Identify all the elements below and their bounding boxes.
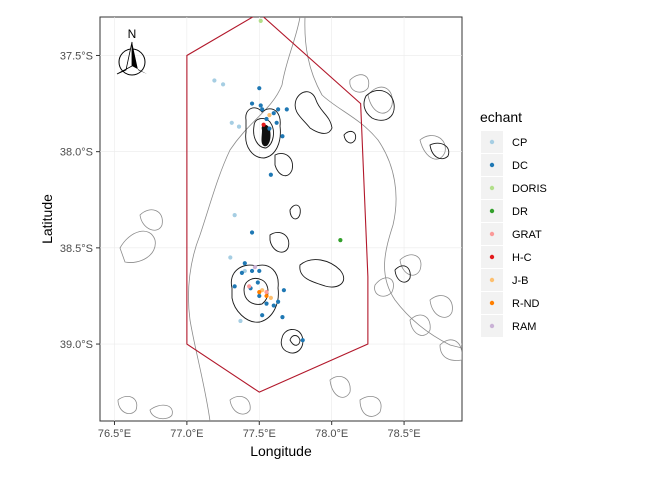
- sample-point-j-b: [268, 295, 273, 300]
- north-arrow-label: N: [128, 27, 137, 41]
- sample-point-cp: [236, 124, 242, 129]
- sample-point-h-c: [261, 122, 266, 127]
- sample-point-dc: [255, 280, 260, 285]
- sample-point-dc: [271, 303, 276, 308]
- legend-swatch: [489, 323, 495, 329]
- sample-point-dc: [280, 315, 285, 320]
- sample-point-cp: [212, 78, 217, 83]
- sample-point-dc: [249, 230, 255, 235]
- legend-swatch: [489, 254, 495, 260]
- legend-swatch: [489, 277, 495, 283]
- sample-point-dc: [274, 120, 279, 125]
- study-area-polygon: [186, 17, 369, 393]
- sample-point-dc: [239, 270, 245, 275]
- legend-label: GRAT: [512, 229, 542, 241]
- legend-label: DORIS: [512, 183, 547, 195]
- map-panel: [99, 16, 463, 422]
- legend-label: DR: [512, 206, 528, 218]
- legend-label: H-C: [512, 252, 532, 264]
- sample-point-dc: [257, 86, 262, 91]
- sample-point-cp: [232, 213, 237, 218]
- sample-point-r-nd: [264, 293, 269, 299]
- x-axis: 76.5°E 77.0°E 77.5°E 78.0°E 78.5°E: [98, 421, 421, 440]
- sample-point-dc: [281, 288, 286, 293]
- sample-point-dc: [257, 268, 262, 274]
- sample-point-dc: [268, 172, 273, 177]
- x-tick-label: 77.5°E: [243, 428, 276, 440]
- sample-point-dc: [249, 101, 255, 106]
- sample-point-ram: [252, 264, 258, 270]
- sample-point-dc: [300, 338, 305, 343]
- sample-point-dc: [264, 301, 269, 306]
- sample-point-cp: [229, 120, 234, 125]
- outer-contours: [117, 17, 462, 421]
- sample-point-j-b: [267, 113, 272, 118]
- sample-points: [212, 18, 343, 343]
- x-tick-label: 76.5°E: [98, 428, 131, 440]
- sample-point-dc: [267, 126, 272, 131]
- legend-swatch: [489, 300, 495, 306]
- sample-point-dr: [338, 238, 343, 243]
- sample-point-dc: [260, 313, 265, 318]
- sample-point-cp: [228, 255, 233, 260]
- sample-point-grat: [247, 284, 252, 289]
- legend-label: J-B: [512, 275, 529, 287]
- sample-point-dc: [276, 299, 281, 304]
- legend-label: R-ND: [512, 298, 540, 310]
- legend-swatch: [489, 162, 495, 168]
- sample-point-dc: [276, 107, 281, 112]
- legend: echant CP DC DORIS DR GRAT H-C J-B R-ND RAM: [480, 109, 547, 337]
- sample-point-dc: [257, 293, 262, 299]
- y-axis-title: Latitude: [39, 194, 55, 244]
- sample-point-dc: [271, 111, 276, 116]
- sample-point-cp: [220, 82, 226, 87]
- legend-label: CP: [512, 137, 527, 149]
- x-tick-label: 78.0°E: [315, 428, 348, 440]
- y-tick-label: 37.5°S: [60, 50, 93, 62]
- y-tick-label: 38.5°S: [60, 243, 93, 255]
- sample-point-dc: [232, 284, 237, 289]
- sample-point-dc: [264, 116, 269, 122]
- sample-point-cp: [238, 318, 243, 324]
- legend-swatch: [489, 139, 495, 145]
- legend-title: echant: [480, 109, 522, 125]
- x-tick-label: 78.5°E: [388, 428, 421, 440]
- sample-point-dc: [284, 107, 289, 112]
- x-tick-label: 77.0°E: [170, 428, 203, 440]
- sample-point-dc: [242, 261, 247, 266]
- sample-point-grat: [264, 290, 269, 295]
- legend-swatch: [489, 208, 495, 214]
- legend-swatch: [489, 231, 495, 237]
- legend-swatch: [489, 185, 495, 191]
- sample-point-r-nd: [257, 290, 262, 295]
- sample-point-dc: [249, 268, 255, 274]
- north-arrow-left-half: [116, 41, 133, 75]
- x-axis-title: Longitude: [250, 443, 312, 459]
- sample-point-dc: [260, 107, 265, 112]
- sample-point-dc: [258, 103, 263, 108]
- sample-point-doris: [258, 18, 263, 23]
- north-arrow: N: [116, 27, 147, 76]
- y-tick-label: 38.0°S: [60, 147, 93, 159]
- legend-label: DC: [512, 160, 528, 172]
- y-axis: 37.5°S 38.0°S 38.5°S 39.0°S: [60, 50, 100, 351]
- y-tick-label: 39.0°S: [60, 339, 93, 351]
- sample-point-dc: [280, 134, 285, 139]
- legend-label: RAM: [512, 321, 536, 333]
